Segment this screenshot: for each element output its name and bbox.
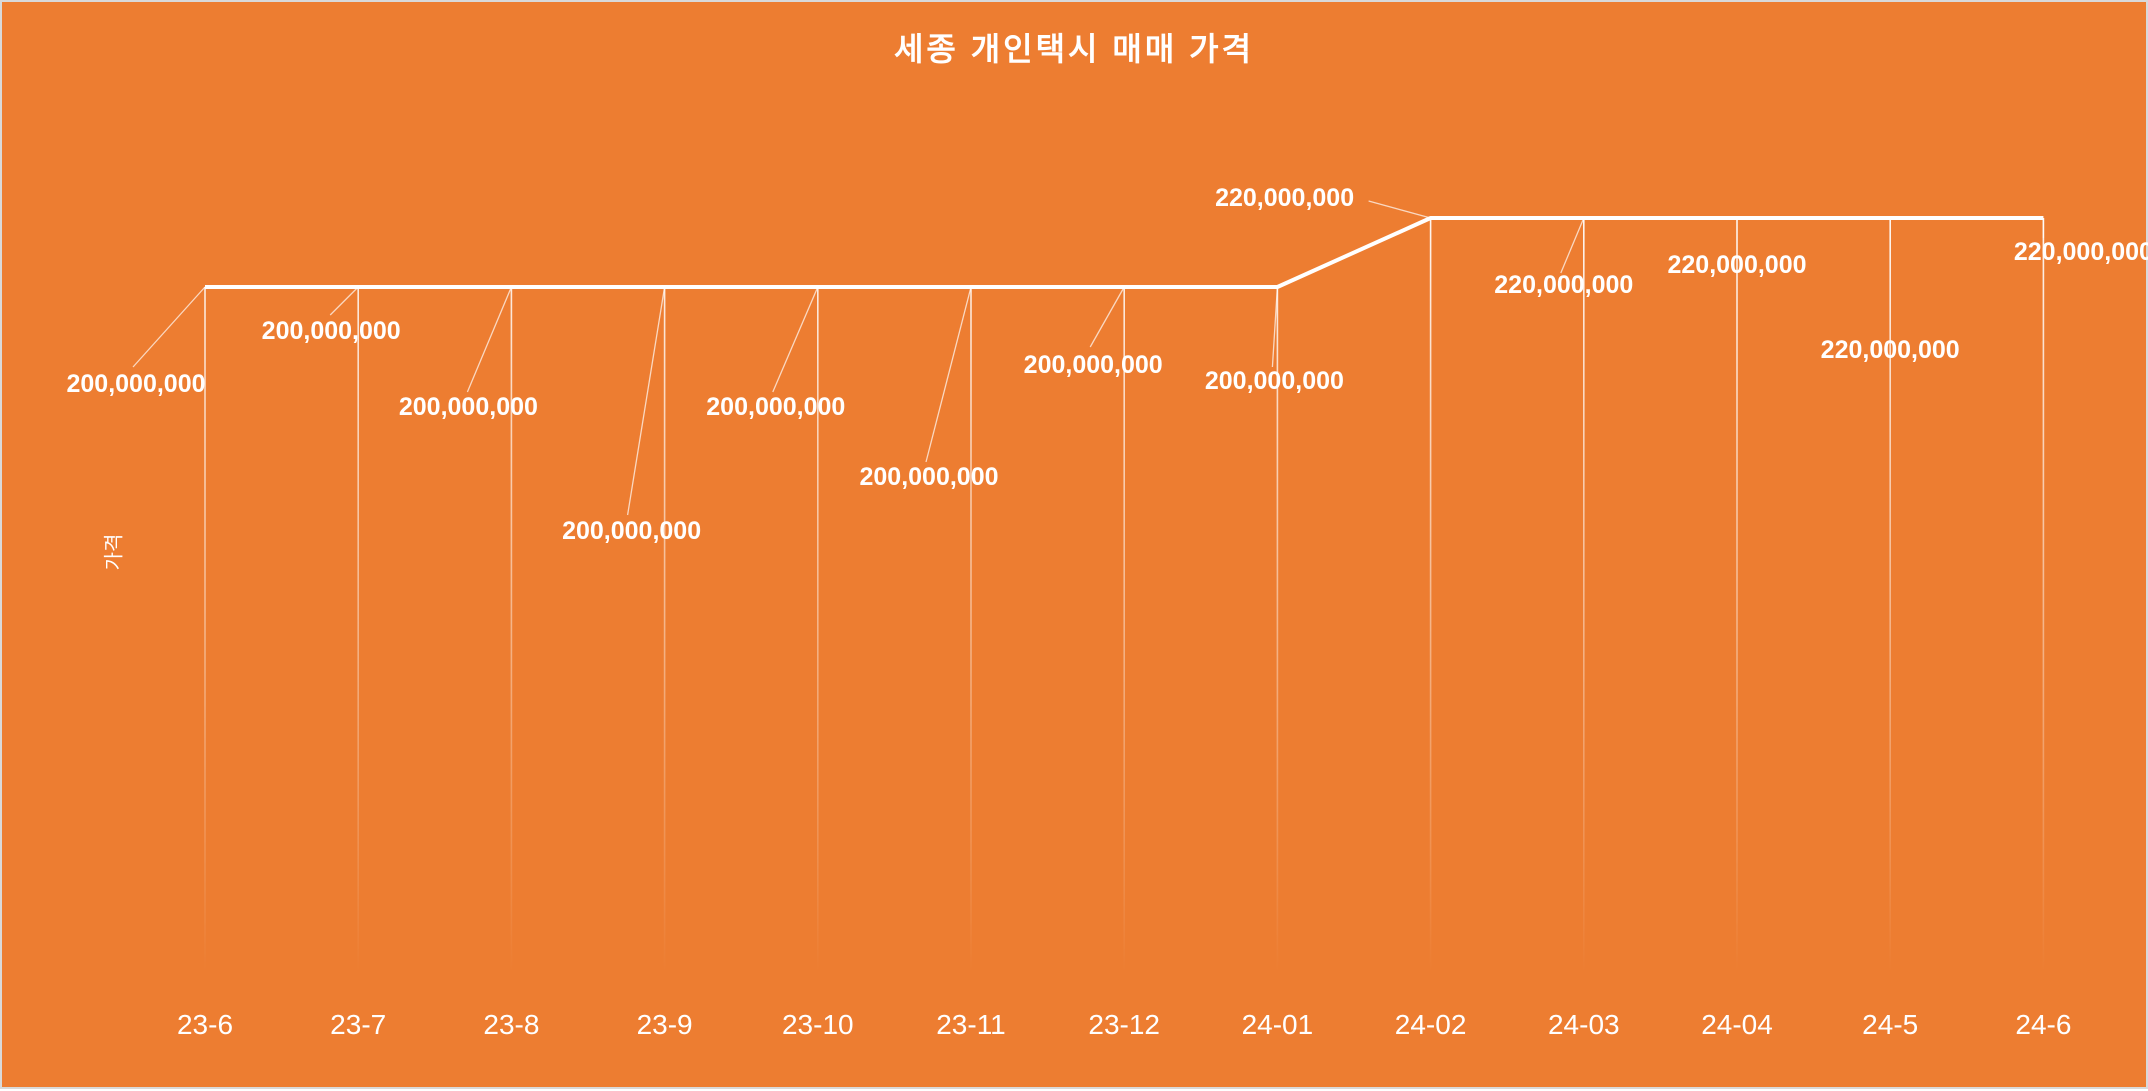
data-label: 200,000,000 (399, 393, 538, 421)
x-tick-label: 24-04 (1701, 1009, 1773, 1040)
leader-line (772, 286, 819, 393)
data-label: 200,000,000 (706, 393, 845, 421)
data-label: 200,000,000 (1205, 367, 1344, 395)
leader-line (1368, 200, 1431, 219)
data-label: 220,000,000 (1821, 336, 1960, 364)
leader-line (329, 286, 359, 316)
x-tick-label: 24-6 (2015, 1009, 2071, 1040)
leader-line (132, 286, 206, 368)
x-tick-label: 23-10 (782, 1009, 854, 1040)
x-tick-label: 23-11 (936, 1009, 1006, 1040)
x-axis-tick-labels: 23-6 23-7 23-8 23-9 23-10 23-11 23-12 24-01 24-0… (177, 1009, 2071, 1040)
x-tick-label: 23-9 (637, 1009, 693, 1040)
data-labels: 200,000,000 200,000,000 200,000,000 200,000… (66, 184, 2148, 545)
leader-line (925, 286, 972, 463)
drop-lines (204, 218, 2045, 972)
leader-line (1089, 286, 1125, 348)
data-label: 200,000,000 (1024, 351, 1163, 379)
chart-title: 세종 개인택시 매매 가격 (893, 31, 1255, 67)
leader-line (466, 286, 512, 393)
series-line (205, 216, 2044, 289)
data-label: 220,000,000 (1215, 184, 1354, 212)
leader-lines (132, 200, 2045, 516)
data-label: 220,000,000 (1667, 251, 1806, 279)
leader-line (1560, 217, 1585, 274)
x-tick-label: 23-8 (483, 1009, 539, 1040)
data-label: 200,000,000 (562, 517, 701, 545)
data-label: 220,000,000 (2014, 238, 2148, 266)
x-tick-label: 23-12 (1088, 1009, 1160, 1040)
leader-line (626, 286, 666, 516)
data-label: 200,000,000 (859, 463, 998, 491)
x-tick-label: 24-02 (1395, 1009, 1467, 1040)
x-tick-label: 24-01 (1242, 1009, 1314, 1040)
data-label: 200,000,000 (66, 370, 205, 398)
leader-line (1271, 286, 1279, 368)
data-label: 200,000,000 (262, 317, 401, 345)
x-tick-label: 24-03 (1548, 1009, 1620, 1040)
x-tick-label: 24-5 (1862, 1009, 1918, 1040)
x-tick-label: 23-7 (330, 1009, 386, 1040)
data-label: 220,000,000 (1494, 271, 1633, 299)
x-tick-label: 23-6 (177, 1009, 233, 1040)
series-group (205, 216, 2044, 289)
